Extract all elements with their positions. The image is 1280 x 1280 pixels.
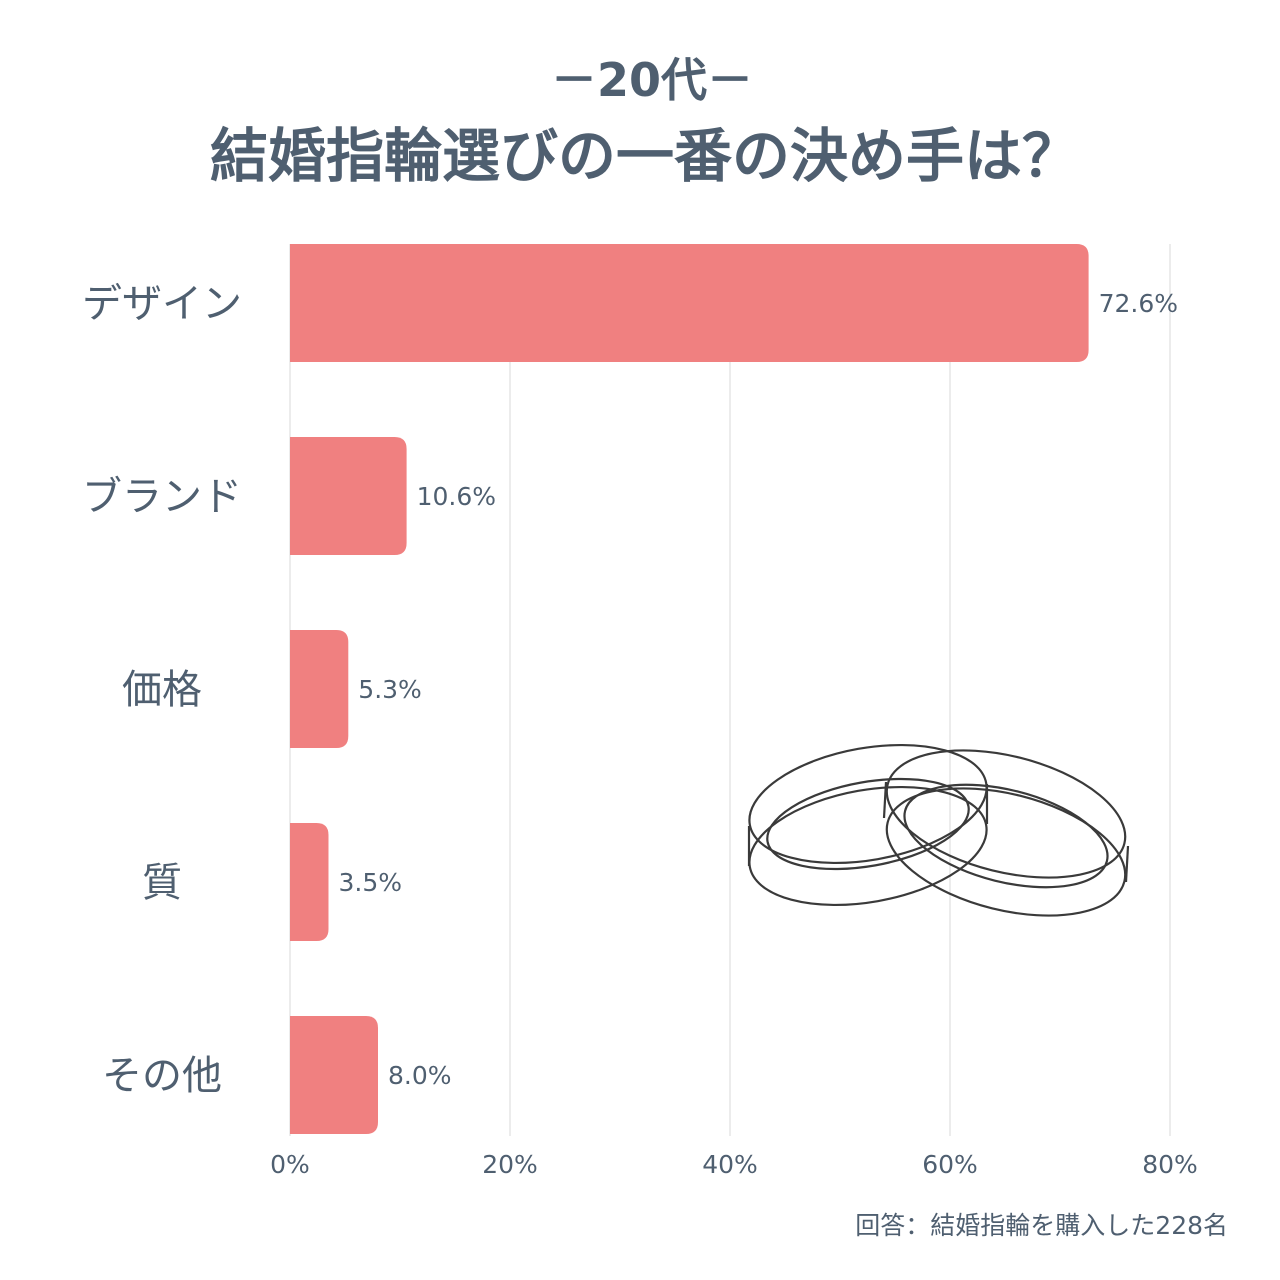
bar <box>290 823 329 941</box>
footnote: 回答：結婚指輪を購入した228名 <box>855 1211 1228 1240</box>
value-label: 10.6% <box>417 482 496 511</box>
bar <box>290 244 1089 362</box>
bar <box>290 630 349 748</box>
category-label: 価格 <box>122 667 202 713</box>
bars <box>290 244 1089 1134</box>
chart-title: 結婚指輪選びの一番の決め手は？ <box>210 122 1080 190</box>
chart-subtitle: －20代－ <box>551 53 753 107</box>
category-label: 質 <box>142 860 182 906</box>
category-label: ブランド <box>82 474 242 520</box>
value-label: 72.6% <box>1099 289 1178 318</box>
value-label: 3.5% <box>339 868 403 897</box>
x-axis-ticks: 0% 20% 40% 60% 80% <box>270 1150 1198 1179</box>
value-label: 5.3% <box>358 675 422 704</box>
category-label: デザイン <box>82 281 242 327</box>
x-tick-label: 40% <box>702 1150 758 1179</box>
x-tick-label: 60% <box>922 1150 978 1179</box>
value-label: 8.0% <box>388 1061 452 1090</box>
bar <box>290 437 407 555</box>
ring-front <box>747 743 989 907</box>
wedding-rings-icon <box>747 743 1130 917</box>
ring-back <box>882 749 1130 917</box>
grid-lines <box>289 244 1171 1136</box>
bar <box>290 1016 378 1134</box>
x-tick-label: 20% <box>482 1150 538 1179</box>
x-tick-label: 0% <box>270 1150 310 1179</box>
category-label: その他 <box>102 1053 222 1099</box>
x-tick-label: 80% <box>1142 1150 1198 1179</box>
value-labels: 72.6% 10.6% 5.3% 3.5% 8.0% <box>339 289 1179 1090</box>
